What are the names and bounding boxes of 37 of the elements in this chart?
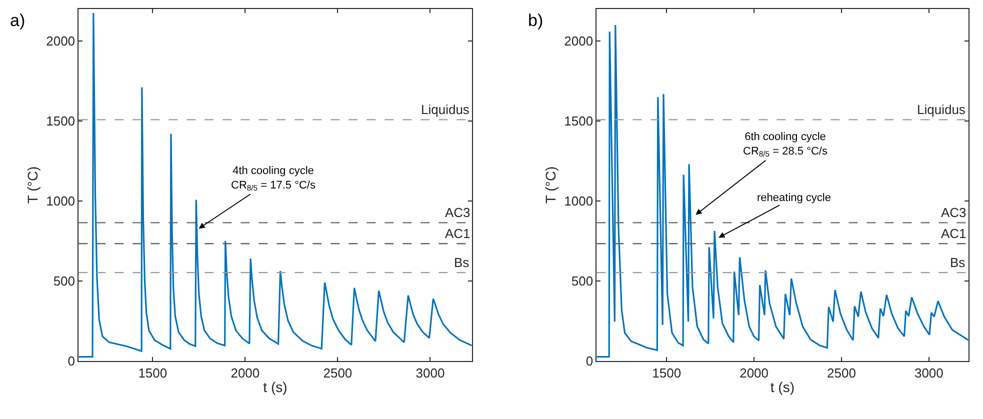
ref-line-label: AC3 <box>941 205 966 220</box>
y-tick-label: 0 <box>586 353 594 368</box>
x-tick-label: 3000 <box>914 365 944 380</box>
annotation: reheating cycle <box>757 192 831 204</box>
ref-line-label: AC1 <box>941 226 966 241</box>
ref-line-label: Bs <box>454 255 470 270</box>
x-axis-title: t (s) <box>263 378 288 395</box>
x-axis-title: t (s) <box>770 378 795 395</box>
x-tick-label: 1500 <box>652 365 682 380</box>
ref-line-label: AC3 <box>445 205 470 220</box>
x-tick-label: 1500 <box>138 365 168 380</box>
annotation: 6th cooling cycle CR$_{8/5}$ = 28.5 °C/s <box>743 131 828 159</box>
x-tick-label: 3000 <box>416 365 445 380</box>
y-tick-label: 500 <box>53 273 76 288</box>
ref-line-label: Bs <box>950 255 966 270</box>
x-tick-label: 2000 <box>230 365 260 380</box>
x-tick-label: 2500 <box>827 365 856 380</box>
y-tick-label: 2000 <box>564 34 594 49</box>
y-tick-label: 1500 <box>564 114 594 129</box>
y-tick-label: 0 <box>68 353 76 368</box>
ref-line-label: Liquidus <box>421 102 470 117</box>
line-series <box>596 24 968 358</box>
annotation: 4th cooling cycle CR$_{8/5}$ = 17.5 °C/s <box>231 165 316 193</box>
x-tick-label: 2000 <box>740 365 769 380</box>
y-tick-label: 1500 <box>46 114 76 129</box>
ref-line-label: Liquidus <box>917 102 966 117</box>
y-tick-label: 2000 <box>46 34 76 49</box>
ref-line-label: AC1 <box>445 226 470 241</box>
y-axis-title: T (°C) <box>24 166 41 204</box>
y-axis-title: T (°C) <box>542 166 559 204</box>
text: b) <box>528 11 544 30</box>
line-series <box>78 12 472 358</box>
x-tick-label: 2500 <box>323 365 352 380</box>
y-tick-label: 500 <box>571 273 594 288</box>
text: a) <box>10 11 26 30</box>
y-tick-label: 1000 <box>564 193 594 208</box>
y-tick-label: 1000 <box>46 193 76 208</box>
